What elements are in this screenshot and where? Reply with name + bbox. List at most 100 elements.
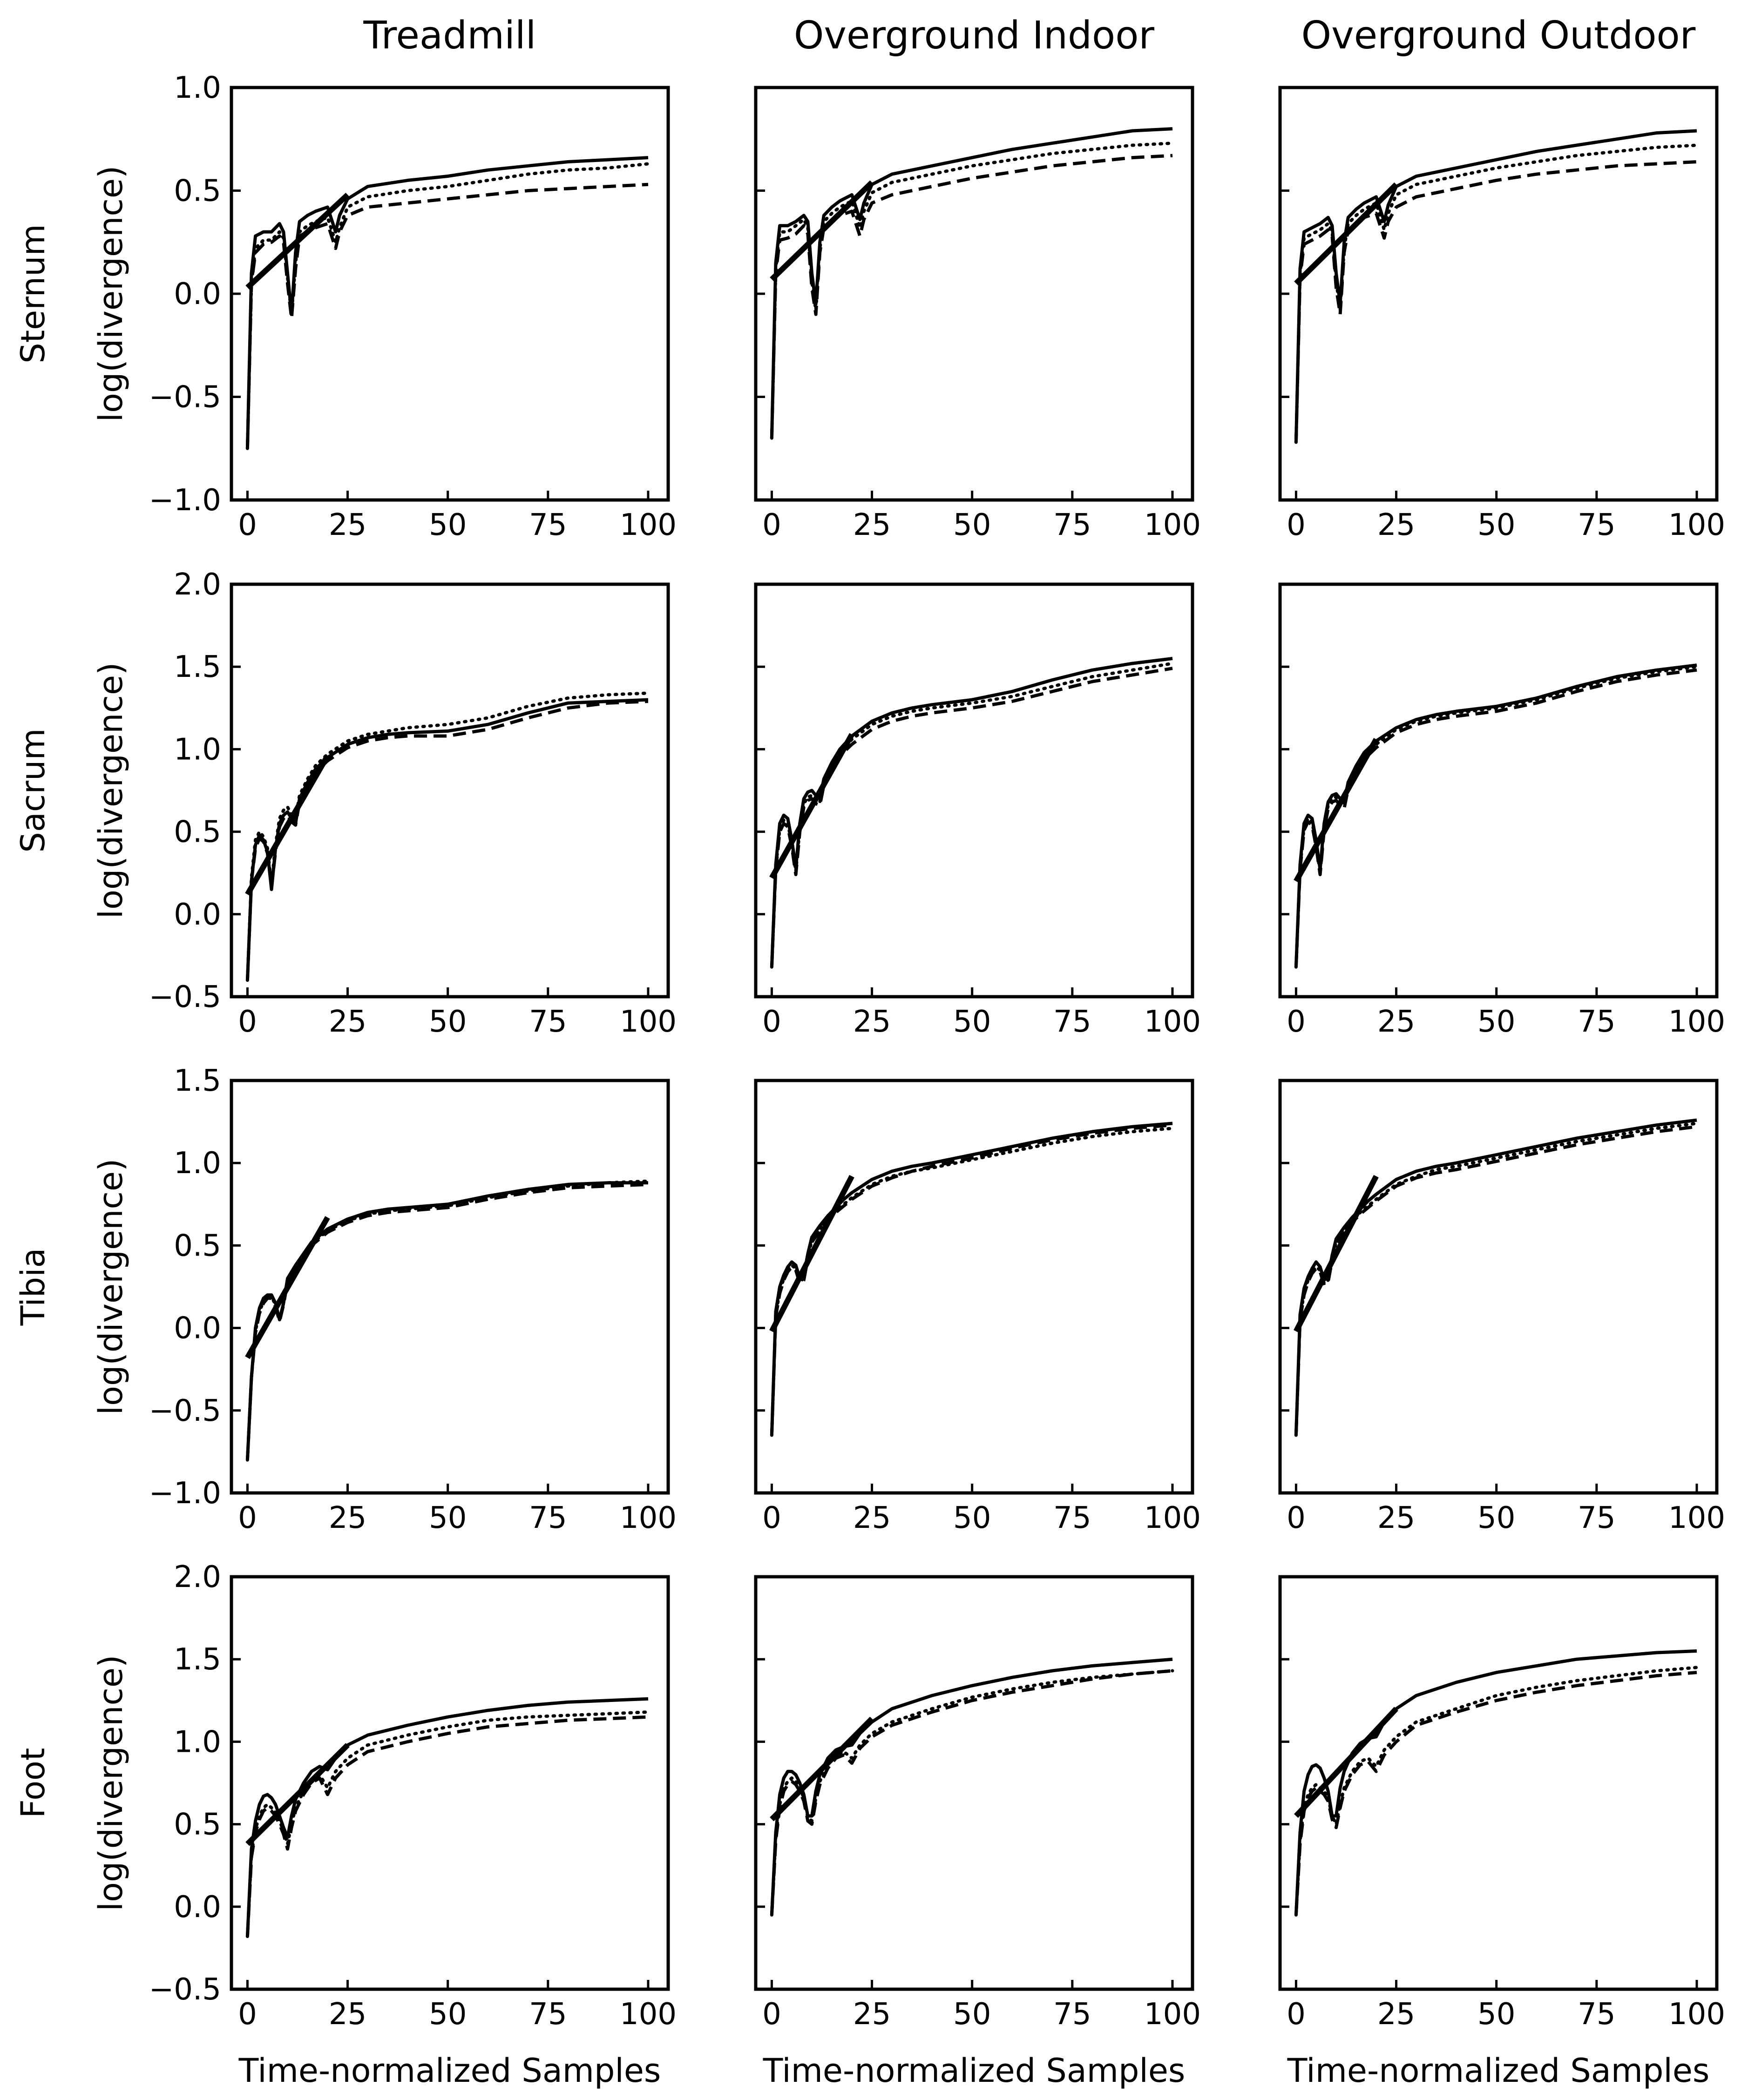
y-tick-label: 1.0 xyxy=(174,1146,221,1181)
x-tick-label: 50 xyxy=(429,1501,467,1535)
y-tick-label: 0.5 xyxy=(174,174,221,209)
x-tick-label: 25 xyxy=(329,508,366,542)
series-line-dashed xyxy=(245,1182,649,1460)
panel-sacrum-treadmill: 0 25 50 75 100 −0.5 0.0 0.5 1.0 1.5 2.0 xyxy=(149,567,677,1039)
series-line-fit xyxy=(770,180,874,282)
y-tick-label: −0.5 xyxy=(149,1394,221,1428)
row-label-tibia: Tibia xyxy=(14,1248,52,1326)
y-tick-label: 0.5 xyxy=(174,1229,221,1263)
y-axis-label-sternum: log(divergence) xyxy=(92,166,130,422)
panel-sacrum-overground-indoor: 0 25 50 75 100 xyxy=(754,582,1201,1039)
series-line-solid xyxy=(245,1697,649,1937)
series-line-dashed xyxy=(770,154,1173,439)
series-line-dotted xyxy=(245,1710,650,1938)
x-tick-label: 75 xyxy=(529,1005,567,1039)
series-line-fit xyxy=(245,754,330,896)
y-tick-label: −1.0 xyxy=(149,483,221,518)
series-line-dotted xyxy=(1294,665,1699,969)
y-tick-label: −1.0 xyxy=(149,1476,221,1511)
series-line-dashed xyxy=(1294,1125,1697,1436)
y-tick-label: 0.0 xyxy=(174,1311,221,1346)
header-layer: Treadmill Overground Indoor Overground O… xyxy=(14,14,1709,2090)
series-line-dashed xyxy=(770,1123,1173,1436)
y-tick-label: 2.0 xyxy=(174,567,221,602)
panel-foot-overground-indoor: 0 25 50 75 100 xyxy=(754,1575,1201,2032)
x-tick-label: 0 xyxy=(238,1501,257,1535)
series-line-solid xyxy=(245,156,649,449)
series-line-dotted xyxy=(1294,1121,1699,1437)
y-tick-label: 0.5 xyxy=(174,815,221,850)
axes-frame xyxy=(230,1575,670,1991)
x-tick-label: 100 xyxy=(620,508,677,542)
x-tick-label: 75 xyxy=(1053,1501,1091,1535)
series-line-solid xyxy=(1294,1118,1697,1436)
y-tick-label: 1.5 xyxy=(174,650,221,684)
panel-sacrum-overground-outdoor: 0 25 50 75 100 xyxy=(1278,582,1725,1039)
x-tick-label: 50 xyxy=(953,1005,991,1039)
x-axis-label-overground-outdoor: Time-normalized Samples xyxy=(1287,2052,1710,2090)
series-line-solid xyxy=(245,698,649,980)
y-axis-label-sacrum: log(divergence) xyxy=(92,662,130,919)
x-tick-label: 75 xyxy=(1578,1005,1615,1039)
x-tick-label: 100 xyxy=(1144,508,1201,542)
x-tick-label: 0 xyxy=(762,508,781,542)
axes-frame xyxy=(754,1079,1194,1495)
panel-tibia-overground-indoor: 0 25 50 75 100 xyxy=(754,1079,1201,1535)
series-line-dotted xyxy=(245,1179,650,1462)
series-line-dotted xyxy=(1294,1666,1699,1917)
column-title-overground-outdoor: Overground Outdoor xyxy=(1301,14,1696,58)
y-tick-label: 1.0 xyxy=(174,71,221,105)
x-tick-label: 100 xyxy=(1668,1005,1725,1039)
x-axis-label-treadmill: Time-normalized Samples xyxy=(238,2052,661,2090)
y-tick-label: 0.0 xyxy=(174,1890,221,1924)
x-tick-label: 100 xyxy=(1144,1997,1201,2032)
y-tick-label: 1.5 xyxy=(174,1064,221,1098)
x-tick-label: 100 xyxy=(1144,1005,1201,1039)
y-axis-label-tibia: log(divergence) xyxy=(92,1159,130,1415)
x-tick-label: 0 xyxy=(762,1997,781,2032)
x-tick-label: 75 xyxy=(1578,508,1615,542)
panel-tibia-treadmill: 0 25 50 75 100 −1.0 −0.5 0.0 0.5 1.0 1.5 xyxy=(149,1064,677,1535)
axes-frame xyxy=(754,582,1194,999)
series-line-dashed xyxy=(245,1715,649,1937)
series-line-dashed xyxy=(245,182,649,449)
x-tick-label: 50 xyxy=(953,1501,991,1535)
x-tick-label: 50 xyxy=(953,508,991,542)
x-tick-label: 25 xyxy=(1377,508,1415,542)
series-line-dashed xyxy=(1294,1671,1697,1915)
axes-frame xyxy=(1278,1079,1719,1495)
series-line-fit xyxy=(769,733,854,879)
series-line-fit xyxy=(245,1743,350,1846)
x-tick-label: 50 xyxy=(429,1997,467,2032)
series-line-solid xyxy=(770,657,1173,967)
axes-frame xyxy=(754,86,1194,502)
series-line-dotted xyxy=(770,1127,1174,1437)
x-tick-label: 50 xyxy=(953,1997,991,2032)
series-line-fit xyxy=(1294,182,1398,286)
x-tick-label: 50 xyxy=(429,508,467,542)
x-tick-label: 0 xyxy=(1287,1005,1306,1039)
series-line-solid xyxy=(770,1657,1173,1915)
series-line-fit xyxy=(770,1716,874,1822)
row-label-sacrum: Sacrum xyxy=(14,728,52,852)
x-tick-label: 75 xyxy=(529,1997,567,2032)
axes-frame xyxy=(754,1575,1194,1991)
series-line-dashed xyxy=(1294,160,1697,443)
row-label-foot: Foot xyxy=(14,1748,52,1818)
x-tick-label: 100 xyxy=(620,1997,677,2032)
x-tick-label: 0 xyxy=(238,508,257,542)
series-line-dotted xyxy=(245,691,650,982)
axes-frame xyxy=(1278,1575,1719,1991)
row-label-sternum: Sternum xyxy=(14,224,52,363)
x-tick-label: 25 xyxy=(853,1501,891,1535)
x-tick-label: 25 xyxy=(853,1005,891,1039)
series-line-dashed xyxy=(245,700,649,980)
x-tick-label: 100 xyxy=(1668,1997,1725,2032)
x-tick-label: 75 xyxy=(1053,508,1091,542)
x-tick-label: 50 xyxy=(1477,1501,1515,1535)
x-tick-label: 25 xyxy=(329,1005,366,1039)
x-tick-label: 0 xyxy=(762,1005,781,1039)
column-title-treadmill: Treadmill xyxy=(363,14,536,58)
series-line-fit xyxy=(245,1216,330,1359)
